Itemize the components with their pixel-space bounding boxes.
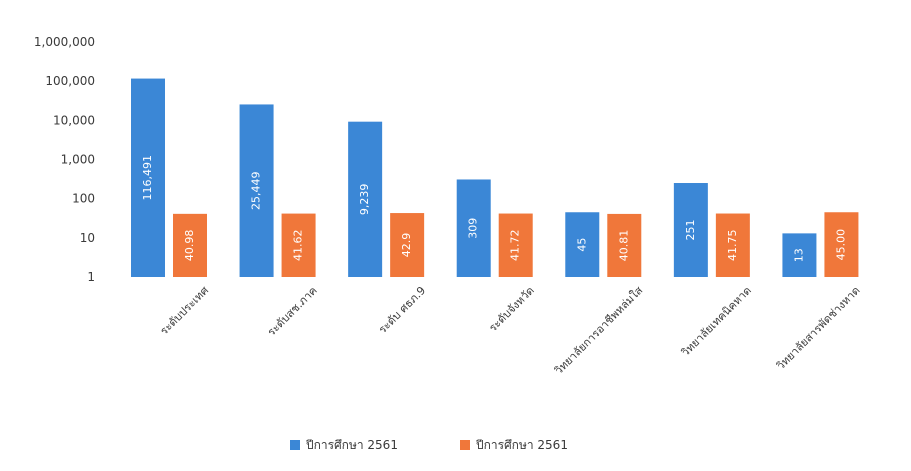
bar-value-label: 116,491 [141,155,154,201]
bar-value-label: 41.62 [292,230,305,262]
x-category-label: ระดับ ศธภ.9 [376,284,428,336]
x-category-label: วิทยาลัยสารพัดช่างหาด [774,284,863,373]
bar-value-label: 309 [467,218,480,239]
y-tick-label: 100,000 [45,74,95,88]
y-tick-label: 10 [80,231,95,245]
bar-value-label: 40.98 [183,230,196,262]
bar-series2 [715,213,750,277]
x-category-label: ระดับจังหวัด [486,284,536,334]
bar-value-label: 40.81 [617,230,630,261]
bar-value-label: 45 [575,238,588,252]
bar-series1 [131,78,165,277]
x-category-label: วิทยาลัยเทคนิคหาด [678,284,754,360]
x-category-label: ระดับประเทศ [158,284,212,338]
x-category-label: วิทยาลัยการอาชีพหล่มใส [552,284,646,378]
bar-series1 [673,183,708,277]
bar-series2 [607,213,642,277]
legend-swatch [290,440,300,450]
bar-value-label: 41.75 [726,230,739,262]
bar-series2 [498,213,533,277]
bar-value-label: 25,449 [250,171,263,210]
bar-series2 [390,213,425,277]
bar-series2 [281,213,316,277]
bar-value-label: 45.00 [834,229,847,260]
x-category-label: ระดับสช.ภาค [265,284,320,339]
bar-series1 [239,104,274,277]
bar-series2 [824,212,859,277]
legend-label: ปีการศึกษา 2561 [305,438,398,452]
bar-series1 [565,212,600,277]
y-tick-label: 10,000 [53,113,95,127]
y-tick-label: 1 [87,270,95,284]
bar-series1 [456,179,491,277]
y-tick-label: 1,000 [61,153,95,167]
bar-value-label: 251 [684,220,697,241]
bar-value-label: 42.9 [400,233,413,258]
y-tick-label: 1,000,000 [34,35,95,49]
bar-series1 [782,233,817,277]
legend-swatch [460,440,470,450]
bar-value-label: 41.72 [509,230,522,261]
bar-series2 [173,213,207,277]
legend-label: ปีการศึกษา 2561 [475,438,568,452]
bar-series1 [348,121,383,277]
bar-value-label: 13 [792,248,805,262]
bar-value-label: 9,239 [358,184,371,216]
y-tick-label: 100 [72,192,95,206]
